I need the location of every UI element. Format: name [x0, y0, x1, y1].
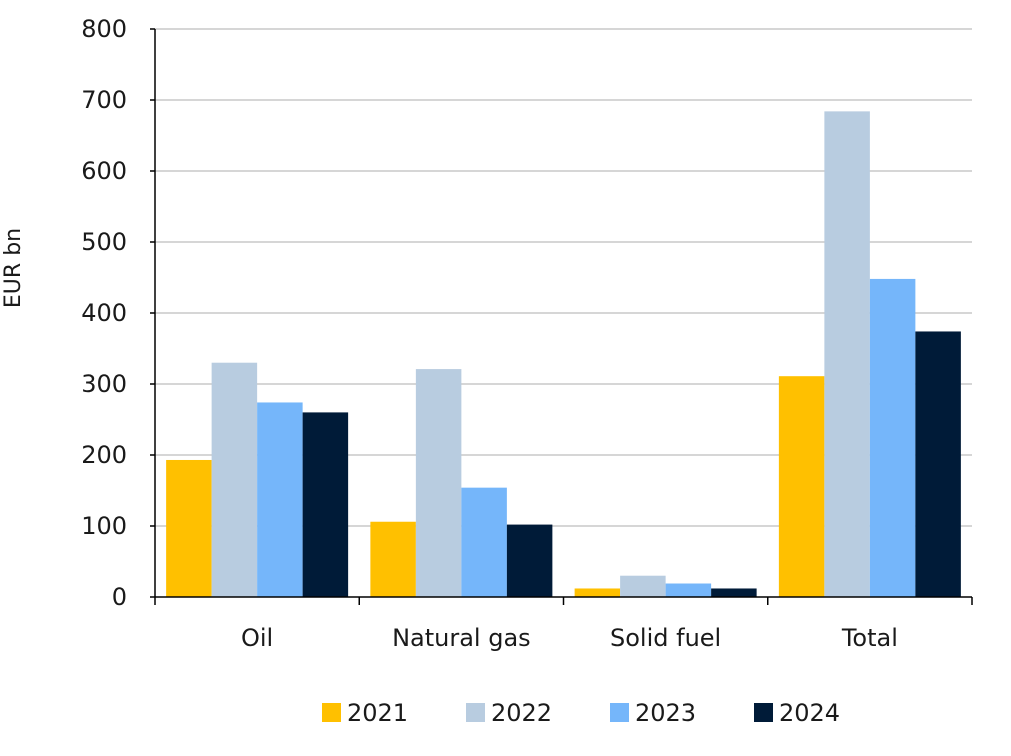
bar-2024-0 — [302, 412, 349, 597]
category-label: Solid fuel — [610, 624, 721, 652]
y-tick-label: 600 — [81, 157, 127, 185]
bars — [166, 111, 961, 598]
y-axis-title: EUR bn — [1, 228, 26, 308]
legend-swatch-2023 — [610, 703, 629, 722]
bar-2024-3 — [915, 331, 961, 597]
y-tick-label: 300 — [81, 370, 127, 398]
category-labels: Oil Natural gas Solid fuel Total — [241, 624, 898, 652]
category-label: Oil — [241, 624, 273, 652]
legend-swatch-2021 — [322, 703, 341, 722]
y-tick-label: 800 — [81, 15, 127, 43]
bar-2021-1 — [370, 521, 416, 597]
bar-2021-0 — [166, 459, 212, 597]
bar-2022-0 — [211, 362, 258, 597]
legend-label: 2023 — [635, 699, 696, 727]
bar-2022-2 — [620, 575, 666, 597]
bar-2023-2 — [665, 583, 712, 597]
legend-swatch-2024 — [754, 703, 773, 722]
bar-2024-1 — [506, 524, 553, 597]
legend-label: 2021 — [347, 699, 408, 727]
bar-2021-3 — [778, 376, 825, 597]
category-label: Natural gas — [392, 624, 531, 652]
bar-2024-2 — [711, 588, 757, 597]
legend-label: 2024 — [779, 699, 840, 727]
bar-2023-0 — [257, 402, 303, 597]
category-label: Total — [841, 624, 898, 652]
bar-2023-3 — [869, 278, 916, 597]
bar-2022-3 — [824, 111, 870, 598]
y-tick-label: 0 — [112, 583, 127, 611]
legend-swatch-2022 — [466, 703, 485, 722]
bar-2022-1 — [415, 369, 462, 597]
y-tick-label: 500 — [81, 228, 127, 256]
y-tick-labels: 0 100 200 300 400 500 600 700 800 — [81, 15, 127, 611]
axes — [150, 28, 973, 605]
bar-2021-2 — [574, 588, 621, 597]
y-tick-label: 200 — [81, 441, 127, 469]
legend-label: 2022 — [491, 699, 552, 727]
bar-2023-1 — [461, 487, 507, 597]
y-tick-label: 700 — [81, 86, 127, 114]
y-tick-label: 400 — [81, 299, 127, 327]
legend: 2021 2022 2023 2024 — [322, 699, 840, 727]
y-tick-label: 100 — [81, 512, 127, 540]
